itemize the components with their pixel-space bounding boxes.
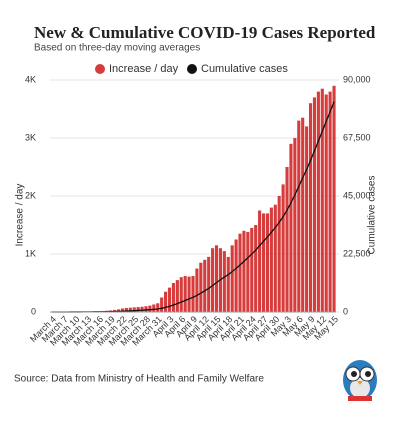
legend-label: Cumulative cases [201, 63, 288, 75]
bar [171, 283, 175, 312]
bar [175, 280, 179, 312]
bar [289, 143, 293, 312]
bar [183, 276, 187, 312]
y2-axis-title: Cumulative cases [367, 176, 378, 255]
bar [160, 297, 164, 312]
bar [265, 213, 269, 312]
bar [124, 307, 128, 312]
bar [128, 307, 132, 312]
legend-swatch [95, 64, 105, 74]
bar [261, 213, 266, 312]
bar [156, 303, 160, 312]
bar [277, 196, 281, 312]
bar [199, 262, 203, 312]
bar [207, 256, 211, 312]
y2-tick-label: 45,000 [343, 190, 371, 200]
bar [152, 304, 156, 312]
bar [214, 245, 219, 312]
bar [269, 207, 273, 312]
bar [195, 268, 199, 312]
bar [273, 204, 277, 312]
bar [148, 305, 152, 312]
source-note: Source: Data from Ministry of Health and… [14, 374, 264, 385]
bar [281, 184, 285, 312]
bar [293, 138, 297, 312]
bar [136, 307, 140, 312]
bar [140, 306, 144, 312]
y-tick-label: 3K [25, 132, 36, 142]
bar [328, 91, 332, 312]
bar [285, 167, 289, 312]
y-tick-label: 2K [25, 190, 36, 200]
bar [203, 259, 207, 312]
bar [167, 287, 172, 312]
bar [246, 231, 250, 312]
bar [332, 85, 336, 312]
bar [132, 307, 136, 312]
bar [234, 239, 238, 312]
bar [250, 227, 254, 312]
bar [230, 245, 234, 312]
bar [316, 91, 320, 312]
bar [324, 94, 328, 312]
y2-tick-label: 67,500 [343, 132, 371, 142]
owl-logo [343, 360, 377, 401]
bar [258, 210, 262, 312]
y2-tick-label: 90,000 [343, 74, 371, 84]
bar [297, 120, 301, 312]
bar [179, 277, 183, 312]
bar [254, 225, 258, 312]
chart-title: New & Cumulative COVID-19 Cases Reported [34, 23, 376, 42]
bar [312, 97, 317, 313]
bar [305, 126, 309, 313]
bar [301, 117, 305, 312]
y2-tick-label: 0 [343, 306, 348, 316]
bar [187, 276, 191, 312]
bar [226, 256, 230, 312]
bar [117, 309, 121, 312]
bar [308, 103, 313, 312]
bar [242, 230, 246, 312]
chart-subtitle: Based on three-day moving averages [34, 43, 200, 54]
legend-swatch [187, 64, 197, 74]
bar [144, 306, 148, 312]
y-axis-title: Increase / day [15, 184, 26, 247]
bar [222, 251, 226, 312]
bar [164, 291, 168, 312]
bar [120, 308, 125, 312]
y-tick-label: 0 [31, 306, 36, 316]
y-tick-label: 4K [25, 74, 36, 84]
y-tick-label: 1K [25, 248, 36, 258]
y2-tick-label: 22,500 [343, 248, 371, 258]
bar [320, 88, 324, 312]
legend-label: Increase / day [109, 63, 179, 75]
bar [238, 233, 242, 312]
bar [191, 276, 195, 312]
bar [211, 248, 215, 312]
